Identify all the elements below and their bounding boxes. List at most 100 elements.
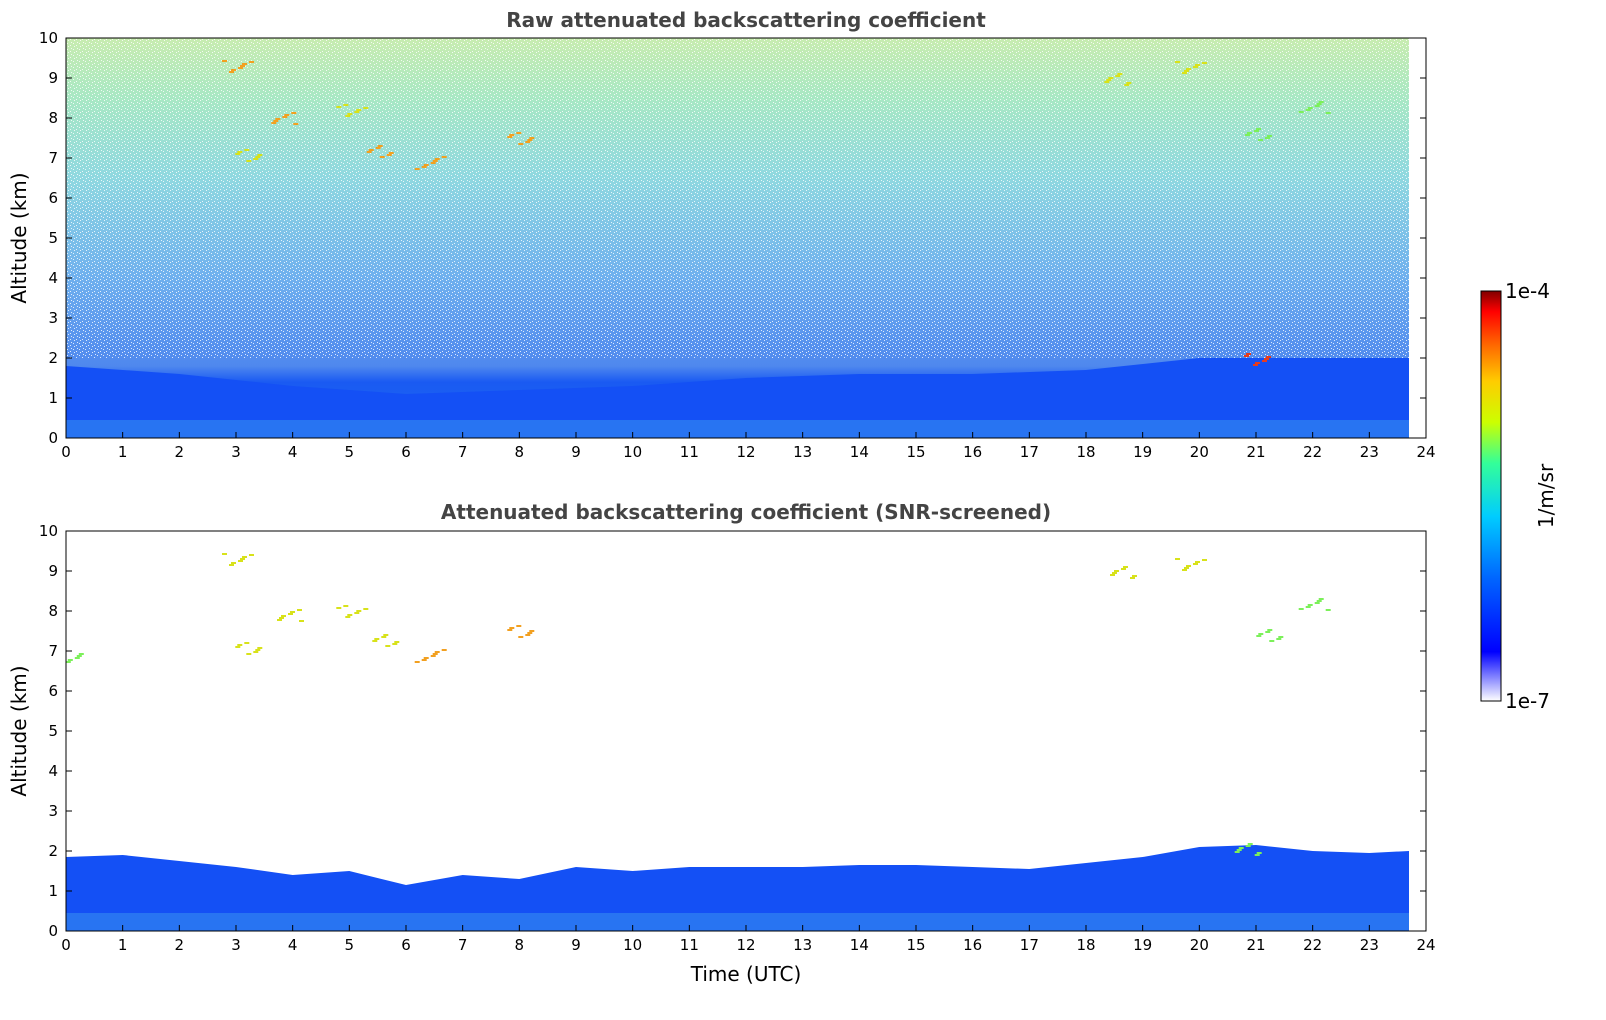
snr-xtick-label: 3 (231, 936, 241, 954)
snr-xtick-label: 1 (118, 936, 128, 954)
snr-xtick-label: 10 (623, 936, 642, 954)
snr-xtick-label: 19 (1133, 936, 1152, 954)
snr-xtick-label: 11 (680, 936, 699, 954)
snr-xtick-label: 6 (401, 936, 411, 954)
snr-panel-ylabel: Altitude (km) (7, 665, 31, 796)
snr-xtick-label: 13 (793, 936, 812, 954)
snr-ytick-label: 9 (48, 562, 58, 580)
snr-panel-title: Attenuated backscattering coefficient (S… (441, 500, 1051, 524)
raw-xtick-label: 6 (401, 443, 411, 461)
raw-ytick-label: 3 (48, 309, 58, 327)
raw-xtick-label: 15 (906, 443, 925, 461)
snr-cloud-feature (507, 625, 535, 638)
raw-xtick-label: 21 (1246, 443, 1265, 461)
raw-ytick-label: 9 (48, 69, 58, 87)
raw-ytick-label: 5 (48, 229, 58, 247)
snr-ytick-label: 4 (48, 762, 58, 780)
raw-xtick-label: 10 (623, 443, 642, 461)
raw-surface-layer (66, 420, 1409, 438)
raw-backscatter-panel (66, 38, 1409, 438)
raw-xtick-label: 22 (1303, 443, 1322, 461)
raw-cloud-feature (235, 149, 263, 162)
raw-ytick-label: 0 (48, 429, 58, 447)
raw-cloud-feature (271, 112, 299, 125)
snr-ytick-label: 2 (48, 842, 58, 860)
raw-xtick-label: 12 (736, 443, 755, 461)
raw-panel-ylabel: Altitude (km) (7, 172, 31, 303)
snr-surface-layer (66, 913, 1409, 931)
raw-cloud-feature (222, 60, 254, 73)
raw-ytick-label: 4 (48, 269, 58, 287)
snr-cloud-feature (222, 553, 254, 566)
raw-noise-speckle (66, 38, 1409, 358)
snr-panel-axes: 0 1 2 3 4 5 6 7 8 9 10 11 12 13 14 15 16 17 18 19 20 21 22 23 24… (39, 522, 1436, 954)
raw-cloud-feature (1245, 128, 1272, 141)
time-xlabel: Time (UTC) (690, 962, 802, 986)
raw-xtick-label: 9 (571, 443, 581, 461)
raw-xtick-label: 13 (793, 443, 812, 461)
snr-xtick-label: 14 (850, 936, 869, 954)
colorbar-label: 1/m/sr (1534, 463, 1558, 528)
snr-xtick-label: 7 (458, 936, 468, 954)
raw-xtick-label: 11 (680, 443, 699, 461)
colorbar (1480, 290, 1502, 702)
raw-ytick-label: 8 (48, 109, 58, 127)
snr-ytick-label: 0 (48, 922, 58, 940)
snr-cloud-feature (414, 649, 447, 663)
raw-xtick-label: 1 (118, 443, 128, 461)
snr-xtick-label: 18 (1076, 936, 1095, 954)
raw-xtick-label: 5 (345, 443, 355, 461)
raw-xtick-label: 23 (1360, 443, 1379, 461)
snr-ytick-label: 6 (48, 682, 58, 700)
raw-xtick-label: 20 (1190, 443, 1209, 461)
raw-cloud-feature (1244, 353, 1271, 366)
raw-ytick-label: 10 (39, 29, 58, 47)
raw-xtick-label: 3 (231, 443, 241, 461)
snr-xtick-label: 22 (1303, 936, 1322, 954)
raw-xtick-label: 24 (1416, 443, 1435, 461)
snr-xtick-label: 17 (1020, 936, 1039, 954)
raw-xtick-label: 14 (850, 443, 869, 461)
snr-xtick-label: 15 (906, 936, 925, 954)
snr-cloud-feature (66, 653, 84, 663)
raw-xtick-label: 8 (515, 443, 525, 461)
snr-xtick-label: 0 (61, 936, 71, 954)
snr-cloud-feature (1234, 843, 1262, 856)
snr-xtick-label: 8 (515, 936, 525, 954)
raw-xtick-label: 16 (963, 443, 982, 461)
raw-ytick-label: 2 (48, 349, 58, 367)
raw-xtick-label: 17 (1020, 443, 1039, 461)
snr-ytick-label: 3 (48, 802, 58, 820)
raw-ytick-label: 7 (48, 149, 58, 167)
raw-xtick-label: 7 (458, 443, 468, 461)
raw-panel-title: Raw attenuated backscattering coefficien… (506, 8, 986, 32)
snr-ytick-label: 10 (39, 522, 58, 540)
colorbar-max-label: 1e-4 (1505, 279, 1550, 303)
snr-xtick-label: 4 (288, 936, 298, 954)
raw-ytick-label: 6 (48, 189, 58, 207)
raw-boundary-layer (66, 358, 1409, 438)
snr-cloud-feature (1110, 566, 1137, 579)
raw-cloud-feature (507, 132, 535, 145)
snr-cloud-feature (235, 642, 263, 655)
raw-cloud-feature (366, 145, 394, 158)
snr-cloud-feature (372, 634, 400, 647)
snr-xtick-label: 24 (1416, 936, 1435, 954)
snr-xtick-label: 5 (345, 936, 355, 954)
snr-xtick-label: 21 (1246, 936, 1265, 954)
raw-cloud-feature (1104, 73, 1132, 86)
snr-cloud-feature (1256, 629, 1284, 642)
snr-ytick-label: 7 (48, 642, 58, 660)
snr-cloud-feature (1298, 598, 1331, 611)
raw-xtick-label: 0 (61, 443, 71, 461)
snr-xtick-label: 2 (175, 936, 185, 954)
snr-boundary-layer (66, 845, 1409, 931)
snr-screened-panel (66, 553, 1409, 931)
raw-xtick-label: 2 (175, 443, 185, 461)
raw-xtick-label: 19 (1133, 443, 1152, 461)
snr-cloud-feature (277, 609, 304, 622)
snr-cloud-feature (336, 605, 369, 618)
snr-xtick-label: 9 (571, 936, 581, 954)
raw-xtick-label: 4 (288, 443, 298, 461)
